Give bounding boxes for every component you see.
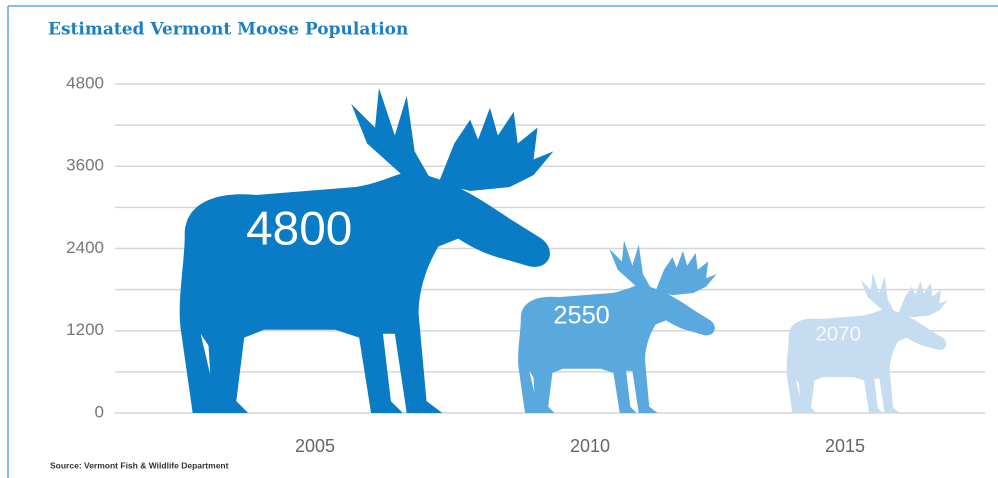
data-label: 2070 xyxy=(815,322,861,345)
moose-body xyxy=(518,284,715,413)
moose-body xyxy=(179,171,550,413)
x-tick-label: 2015 xyxy=(825,436,865,456)
moose-icon xyxy=(518,240,717,413)
moose-icon xyxy=(786,272,948,413)
x-tick-label: 2005 xyxy=(295,436,335,456)
data-label: 2550 xyxy=(553,302,609,330)
y-tick-label: 1200 xyxy=(66,320,104,339)
y-tick-label: 3600 xyxy=(66,156,104,175)
moose-antlers xyxy=(351,87,554,192)
y-tick-label: 2400 xyxy=(66,238,104,257)
source-note: Source: Vermont Fish & Wildlife Departme… xyxy=(50,460,229,470)
moose-antlers xyxy=(609,240,717,296)
y-tick-label: 4800 xyxy=(66,73,104,92)
x-tick-label: 2010 xyxy=(570,436,610,456)
chart-title: Estimated Vermont Moose Population xyxy=(48,20,408,40)
moose-antlers xyxy=(860,272,948,318)
data-label: 4800 xyxy=(246,203,352,256)
y-tick-label: 0 xyxy=(95,402,104,421)
moose-icon xyxy=(179,87,554,413)
moose-body xyxy=(786,308,947,413)
